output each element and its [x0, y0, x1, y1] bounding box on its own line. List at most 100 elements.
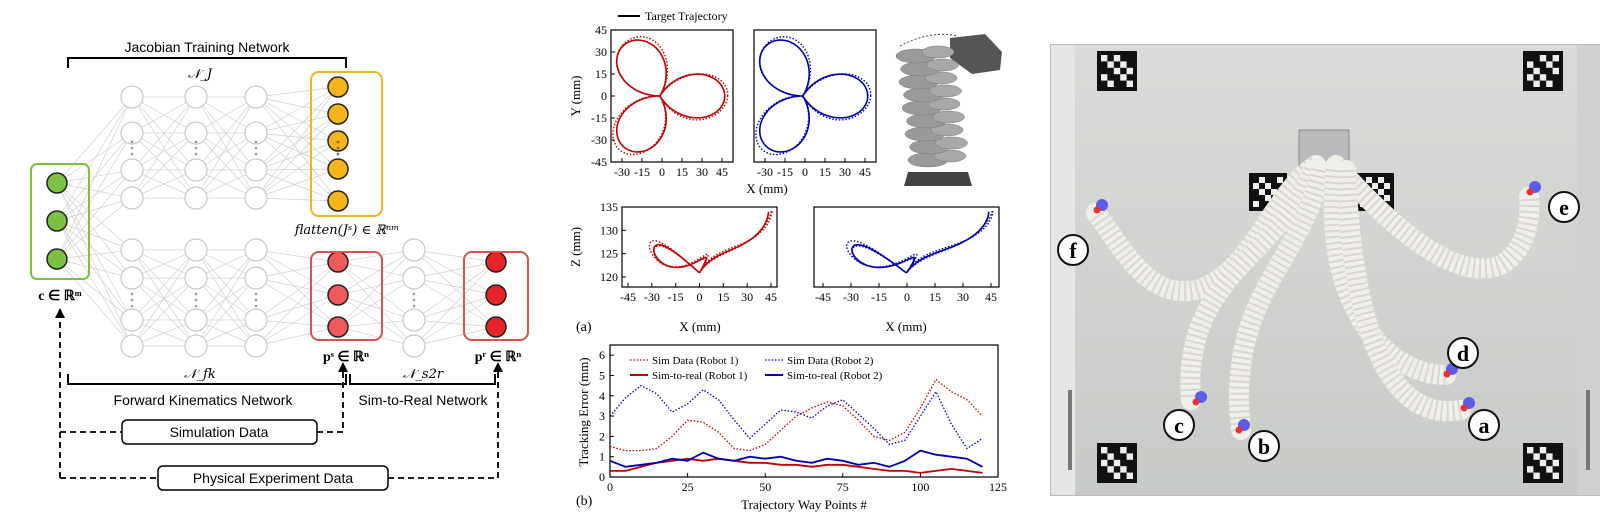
ps-neuron — [327, 316, 349, 338]
robot-arm-segments — [1180, 166, 1323, 401]
hidden-neuron — [244, 158, 268, 182]
edge — [195, 132, 257, 199]
x-tick-label: 45 — [716, 165, 728, 179]
x-tick-label: 15 — [929, 290, 941, 304]
hidden-neuron — [184, 121, 208, 145]
x-tick-label: 30 — [957, 290, 969, 304]
x-tick-label: -45 — [620, 290, 636, 304]
edge — [195, 96, 257, 171]
aruco-cell — [1378, 189, 1384, 195]
edge — [131, 249, 197, 279]
jacobian-neuron — [327, 190, 349, 212]
edge — [255, 96, 339, 202]
phys-data-label: Physical Experiment Data — [193, 470, 354, 486]
label-letter: f — [1069, 238, 1077, 263]
edge — [255, 86, 339, 98]
ellipsis-dot — [194, 146, 198, 150]
error-chart-yticks: 0 1 2 3 4 5 6 — [599, 348, 614, 484]
y-tick-label: -45 — [591, 155, 607, 169]
plot-xy2-xticks: -30 -15 0 15 30 45 — [757, 158, 871, 179]
ellipsis-dot — [130, 140, 134, 144]
robot-disc — [930, 123, 964, 137]
x-tick-label: -30 — [644, 290, 660, 304]
y-tick-label: 120 — [600, 270, 618, 284]
actual-point — [1192, 398, 1200, 406]
aruco-cell — [1539, 459, 1547, 467]
robot-disc — [933, 149, 967, 163]
aruco-cell — [1366, 177, 1372, 183]
hidden-neuron — [244, 85, 268, 109]
plot-xy-yticks: 45 30 15 0 -15 -30 -45 — [591, 23, 615, 169]
label-circle — [1163, 409, 1195, 441]
error-series-line — [609, 378, 983, 452]
s2r-bracket — [349, 374, 496, 385]
actual-point — [1460, 404, 1468, 412]
aruco-cell — [1120, 74, 1127, 81]
trajectory-solid — [851, 211, 990, 274]
plot-xz-robot1-frame — [621, 206, 778, 288]
edge — [337, 319, 415, 328]
flatten-label: flatten(Jˢ) ∈ ℝⁿᵐ — [294, 223, 400, 238]
aruco-cell — [1552, 67, 1559, 75]
edge — [56, 220, 133, 279]
s2r-neuron — [402, 308, 426, 332]
ellipsis-dot — [254, 292, 258, 296]
edge — [413, 261, 497, 279]
actual-point — [1093, 206, 1101, 214]
x-tick-label: 30 — [741, 290, 753, 304]
aruco-cell — [1120, 466, 1127, 473]
edge — [195, 249, 257, 321]
x-tick-label: 50 — [759, 480, 771, 494]
fk-title: Forward Kinematics Network — [114, 392, 294, 408]
hidden-neuron — [120, 158, 144, 182]
y-tick-label: -15 — [591, 111, 607, 125]
aruco-cell — [1546, 80, 1553, 87]
edge — [255, 249, 339, 296]
ellipsis-dot — [130, 292, 134, 296]
edge — [255, 113, 339, 134]
edge — [131, 96, 197, 199]
y-tick-label: -30 — [591, 133, 607, 147]
edge — [195, 96, 257, 134]
plot-xy-robot1 — [612, 35, 729, 156]
edge — [56, 182, 133, 279]
ellipsis-dot — [194, 292, 198, 296]
edge — [56, 220, 133, 251]
label-circle — [1468, 409, 1500, 441]
robot-arm — [1336, 160, 1471, 422]
y-tick-label: 3 — [599, 409, 605, 423]
edge — [195, 277, 257, 321]
nfk-label: 𝒩_fk — [184, 367, 216, 382]
ellipsis-dot — [130, 152, 134, 156]
x-tick-label: -30 — [614, 165, 630, 179]
x-tick-label: 30 — [839, 165, 851, 179]
edge — [413, 261, 497, 347]
pr-neuron — [485, 284, 507, 306]
edge — [337, 249, 415, 263]
y-tick-label: 1 — [599, 450, 605, 464]
edge — [255, 294, 339, 321]
plot-xy-xlabel: X (mm) — [746, 181, 788, 196]
hidden-neuron — [120, 85, 144, 109]
edge — [56, 96, 133, 184]
edge — [337, 261, 415, 279]
edge — [56, 220, 133, 347]
plot-xy-ylabel: Y (mm) — [568, 75, 583, 116]
edge — [255, 249, 339, 263]
x-tick-label: -15 — [777, 165, 793, 179]
edge — [131, 249, 197, 347]
aruco-cell — [1126, 67, 1133, 75]
edge — [255, 96, 339, 170]
edge — [56, 182, 133, 347]
edge — [255, 168, 339, 199]
aruco-cell — [1253, 201, 1259, 207]
edge — [255, 261, 339, 321]
robot-disc — [924, 71, 958, 85]
x-tick-label: 0 — [659, 165, 665, 179]
hidden-neuron — [244, 334, 268, 358]
ellipsis-dot — [254, 152, 258, 156]
ellipsis-dot — [336, 146, 340, 150]
label-circle — [1057, 234, 1089, 266]
network-nodes — [46, 76, 507, 358]
